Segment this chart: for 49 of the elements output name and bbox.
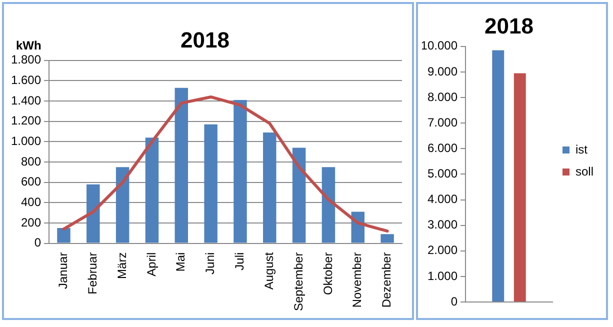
y-tick-label: 10.000 xyxy=(420,38,458,53)
legend-label: ist xyxy=(576,142,588,156)
x-tick-label: Mai xyxy=(174,252,188,272)
chart-title: 2018 xyxy=(484,13,534,38)
y-tick-label: 8.000 xyxy=(427,90,458,104)
legend-label: soll xyxy=(576,164,594,178)
y-tick-label: 0 xyxy=(450,294,458,308)
y-tick-label: 1.000 xyxy=(427,268,458,283)
bar xyxy=(204,124,218,243)
x-tick-label: September xyxy=(291,252,306,312)
y-tick-label: 9.000 xyxy=(427,64,458,78)
y-tick-label: 6.000 xyxy=(427,140,458,155)
bar xyxy=(174,88,188,243)
x-tick-label: März xyxy=(114,252,129,279)
y-tick-label: 1.400 xyxy=(11,93,42,108)
bar xyxy=(57,228,70,243)
x-tick-label: Februar xyxy=(85,252,100,294)
x-tick-label: August xyxy=(262,252,276,290)
y-tick-label: 3.000 xyxy=(427,218,458,232)
x-tick-label: Oktober xyxy=(320,252,335,295)
x-tick-label: Januar xyxy=(56,252,70,290)
bar xyxy=(86,184,100,243)
x-tick-label: November xyxy=(350,252,364,308)
bar xyxy=(380,234,394,243)
y-tick-label: 0 xyxy=(34,236,42,250)
y-tick-label: 600 xyxy=(21,174,42,189)
bar xyxy=(263,132,276,243)
x-tick-label: Juni xyxy=(203,252,218,274)
bar xyxy=(322,167,336,243)
y-tick-label: 800 xyxy=(21,154,42,168)
y-tick-label: 1.200 xyxy=(11,114,42,128)
x-tick-label: April xyxy=(144,252,158,276)
y-tick-label: 4.000 xyxy=(427,192,458,206)
y-axis-title: kWh xyxy=(16,38,42,53)
y-tick-label: 5.000 xyxy=(427,166,458,181)
y-tick-label: 1.600 xyxy=(11,73,42,88)
y-tick-label: 1.800 xyxy=(11,52,42,67)
y-tick-label: 7.000 xyxy=(427,115,458,130)
bar xyxy=(116,167,130,243)
x-tick-label: Dezember xyxy=(380,252,394,308)
chart-title: 2018 xyxy=(180,27,230,52)
bar xyxy=(234,100,247,243)
x-tick-label: Juli xyxy=(232,252,247,270)
y-tick-label: 400 xyxy=(21,194,42,209)
y-tick-label: 1.000 xyxy=(11,134,42,148)
bar xyxy=(292,148,306,243)
y-tick-label: 2.000 xyxy=(427,243,458,258)
bar xyxy=(145,138,159,243)
y-tick-label: 200 xyxy=(21,215,42,230)
